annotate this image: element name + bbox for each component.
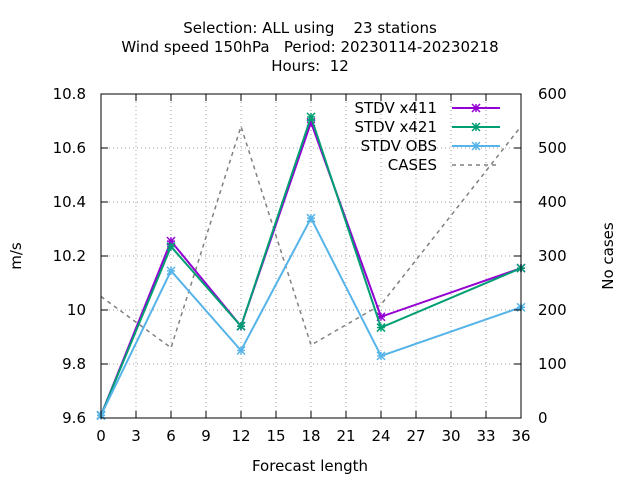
x-tick-label: 3	[131, 427, 141, 445]
chart-title-line-3: Hours: 12	[271, 57, 349, 75]
chart-title-line-2: Wind speed 150hPa Period: 20230114-20230…	[121, 38, 498, 56]
y2-tick-label: 300	[538, 247, 567, 265]
y2-tick-label: 600	[538, 85, 567, 103]
y-tick-label: 9.6	[62, 409, 86, 427]
x-tick-label: 30	[441, 427, 460, 445]
legend-label: CASES	[388, 156, 437, 174]
legend-label: STDV x411	[354, 99, 437, 117]
y-tick-label: 10.8	[53, 85, 86, 103]
x-tick-label: 33	[476, 427, 495, 445]
y-tick-label: 10.6	[53, 139, 86, 157]
legend-label: STDV OBS	[361, 137, 437, 155]
data-point-stdv-x421	[236, 321, 246, 331]
x-tick-label: 36	[511, 427, 530, 445]
y2-tick-label: 100	[538, 355, 567, 373]
tick-layer: 0 3 6 9 12 15 18 21 24 27 30 33 369.69.81010.210.410…	[53, 85, 567, 445]
data-point-stdv-x421	[166, 242, 176, 252]
data-point-stdv-obs	[166, 266, 176, 276]
x-tick-label: 27	[406, 427, 425, 445]
series-line-stdv-x421	[100, 113, 522, 416]
x-tick-label: 9	[201, 427, 211, 445]
y2-tick-label: 200	[538, 301, 567, 319]
y2-tick-label: 400	[538, 193, 567, 211]
x-tick-label: 21	[336, 427, 355, 445]
x-tick-label: 0	[96, 427, 106, 445]
x-tick-label: 24	[371, 427, 390, 445]
data-point-stdv-obs	[236, 345, 246, 356]
y-tick-label: 10.4	[53, 193, 86, 211]
legend-marker	[471, 122, 481, 132]
x-tick-label: 6	[166, 427, 176, 445]
x-tick-label: 12	[231, 427, 250, 445]
legend-marker	[471, 103, 481, 113]
y2-axis-label: No cases	[599, 222, 617, 290]
legend-label: STDV x421	[354, 118, 437, 136]
legend-marker	[471, 141, 481, 151]
x-tick-label: 18	[301, 427, 320, 445]
x-axis-label: Forecast length	[252, 457, 368, 475]
x-tick-label: 15	[266, 427, 285, 445]
y2-tick-label: 500	[538, 139, 567, 157]
series-line-cases	[100, 123, 522, 350]
data-point-stdv-x421	[376, 323, 386, 333]
y-tick-label: 10	[67, 301, 86, 319]
y-axis-label: m/s	[7, 242, 25, 270]
y-tick-label: 10.2	[53, 247, 86, 265]
data-point-stdv-x421	[306, 112, 316, 122]
data-point-stdv-obs	[306, 213, 316, 223]
y-tick-label: 9.8	[62, 355, 86, 373]
chart-title-line-1: Selection: ALL using 23 stations	[183, 19, 437, 37]
data-point-stdv-obs	[376, 351, 386, 361]
series-line-stdv-obs	[100, 216, 522, 416]
y2-tick-label: 0	[538, 409, 548, 427]
